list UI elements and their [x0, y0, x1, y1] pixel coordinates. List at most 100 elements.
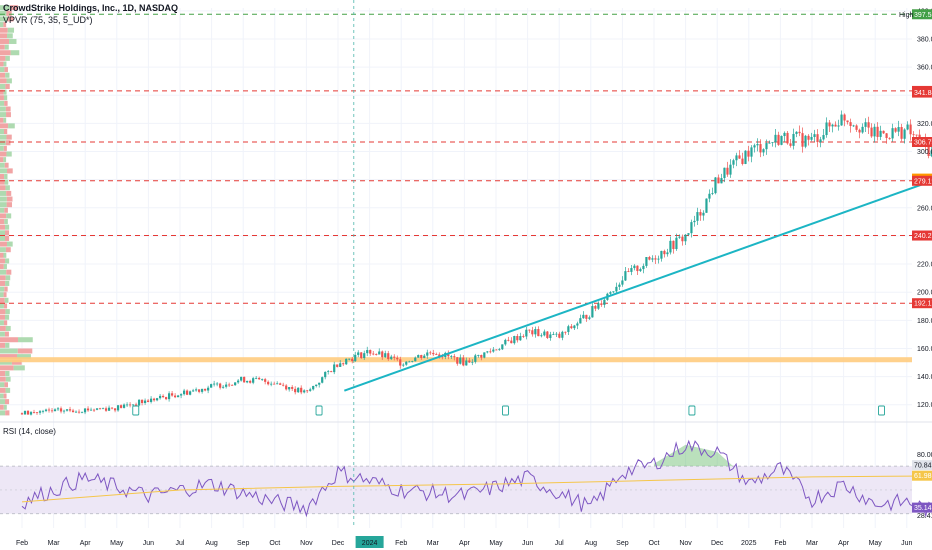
price-tick-label: 200.00: [917, 290, 932, 297]
trendline[interactable]: [343, 15, 932, 392]
candle-body: [888, 137, 891, 139]
volume-profile-bar: [5, 185, 10, 191]
volume-profile-bar: [0, 89, 4, 95]
volume-profile-bar: [0, 145, 4, 151]
candle-body: [29, 412, 33, 415]
volume-profile-bar: [5, 325, 11, 331]
candle-body: [741, 158, 744, 164]
volume-profile-bar: [0, 252, 4, 258]
candle-body: [390, 356, 393, 360]
candle-body: [270, 383, 273, 385]
candle-body: [546, 331, 549, 338]
candle-body: [507, 339, 510, 341]
time-tick-label: 2024: [362, 540, 378, 547]
candle-body: [870, 127, 873, 137]
time-tick-label: Sep: [616, 540, 629, 547]
volume-profile-bar: [0, 151, 7, 157]
candle-body: [780, 136, 783, 145]
volume-profile-bar: [3, 252, 7, 258]
rsi-tick-label: 80.00: [917, 452, 932, 459]
candle-body: [167, 393, 171, 400]
candle-body: [720, 178, 723, 184]
earnings-marker: [132, 405, 140, 416]
candle-body: [249, 380, 252, 383]
candle-body: [414, 357, 417, 362]
volume-profile-bar: [0, 410, 6, 416]
vertical-marker: [353, 0, 355, 528]
candle-body: [228, 384, 231, 386]
time-axis[interactable]: Feb Mar Apr May Jun Jul Aug Sep Oct Nov Dec 2024 Feb…: [16, 536, 913, 548]
candle-body: [38, 411, 42, 413]
volume-profile-bar: [4, 44, 9, 50]
candle-body: [210, 384, 213, 388]
volume-profile-bar: [0, 157, 4, 163]
candle-body: [423, 355, 426, 358]
volume-profile-bar: [4, 100, 8, 106]
candle-body: [137, 399, 141, 406]
candle-body: [207, 387, 210, 391]
time-tick-label: Jun: [901, 540, 912, 547]
volume-profile-bar: [6, 168, 13, 174]
price-axis[interactable]: 120.00 140.00 160.00 180.00 200.00 220.00 240.…: [899, 8, 932, 520]
time-tick-label: Mar: [427, 540, 440, 547]
candle-body: [645, 257, 648, 266]
volume-profile-bar: [0, 50, 11, 56]
candle-body: [375, 354, 378, 355]
candle-body: [456, 357, 459, 364]
volume-profile-bar: [0, 247, 6, 253]
volume-profile-bar: [4, 235, 10, 241]
candle-body: [231, 384, 234, 386]
candle-body: [906, 124, 909, 130]
candle-body: [549, 334, 552, 338]
candle-body: [729, 164, 732, 175]
candle-body: [252, 378, 255, 383]
candle-body: [453, 356, 456, 358]
volume-profile-bar: [5, 275, 11, 281]
candle-body: [110, 407, 114, 409]
time-tick-label: Dec: [711, 540, 724, 547]
resistance-lines: [0, 13, 912, 304]
candle-body: [576, 323, 579, 326]
candle-body: [738, 155, 741, 159]
candle-body: [441, 356, 444, 358]
candle-body: [891, 128, 894, 139]
candle-body: [336, 364, 339, 367]
candle-body: [573, 325, 576, 329]
time-tick-label: Jun: [143, 540, 154, 547]
volume-profile-bar: [0, 230, 5, 236]
candle-body: [204, 388, 207, 391]
rsi-title: RSI (14, close): [3, 427, 56, 436]
price-tick-label: 360.00: [917, 65, 932, 72]
event-markers[interactable]: [132, 405, 932, 416]
volume-profile-bar: [4, 286, 8, 292]
candle-body: [492, 349, 495, 352]
volume-profile-bar: [0, 44, 5, 50]
candle-body: [89, 409, 93, 411]
candle-body: [255, 377, 258, 379]
candle-body: [201, 388, 204, 392]
volume-profile-bar: [5, 410, 10, 416]
candle-body: [744, 150, 747, 164]
price-tick-label: 220.00: [917, 262, 932, 269]
volume-profile-bar: [6, 213, 12, 219]
candle-body: [774, 134, 777, 143]
volume-profile-bar: [0, 5, 10, 11]
candle-body: [858, 129, 861, 133]
volume-profile-bar: [13, 365, 25, 371]
volume-profile-bar: [0, 27, 8, 33]
candle-body: [47, 409, 51, 411]
candle-body: [777, 134, 780, 145]
volume-profile-bar: [0, 185, 6, 191]
candle-body: [732, 160, 735, 165]
price-tick-label: 140.00: [917, 374, 932, 381]
candle-body: [216, 383, 219, 385]
candle-body: [240, 376, 243, 381]
candle-body: [861, 126, 864, 133]
volume-profile-bar: [0, 123, 9, 129]
rsi-tag-value: 70.84: [914, 463, 932, 470]
grid-lines: [0, 8, 932, 528]
candle-body: [258, 377, 261, 380]
time-tick-label: Mar: [48, 540, 61, 547]
candle-body: [885, 133, 888, 138]
